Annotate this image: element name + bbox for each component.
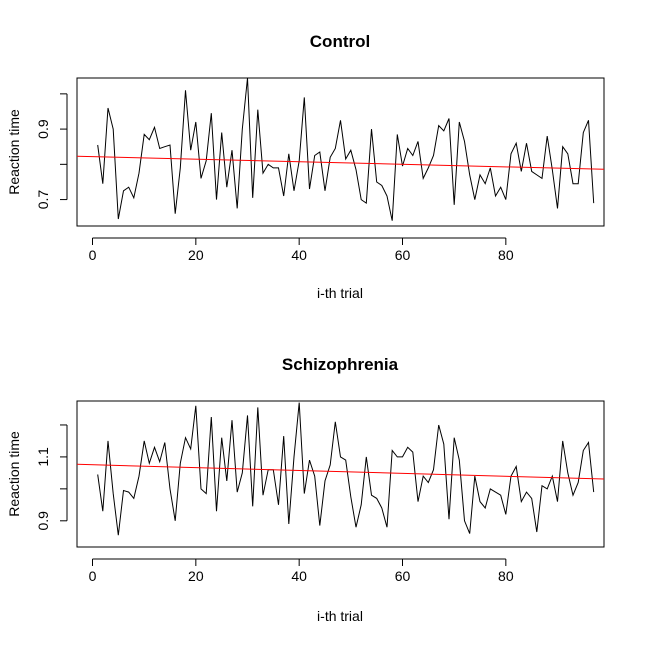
y-axis-label: Reaction time [6, 431, 22, 517]
control-panel: Control 0 20 40 60 80 0.7 0.9 i-th trial Reac… [6, 32, 605, 301]
y-axis: 0.9 1.1 [35, 424, 68, 531]
y-tick-label: 0.9 [35, 511, 51, 531]
x-tick-label: 60 [395, 568, 411, 584]
x-tick-label: 80 [498, 568, 514, 584]
x-axis-label: i-th trial [317, 285, 363, 301]
trend-line [76, 463, 605, 480]
schizophrenia-panel: Schizophrenia 0 20 40 60 80 0.9 1.1 i-th tria… [6, 355, 605, 624]
x-tick-label: 20 [188, 247, 204, 263]
plot-frame [76, 77, 605, 227]
series-group [76, 402, 605, 536]
x-tick-label: 20 [188, 568, 204, 584]
reaction-time-line [97, 402, 595, 536]
reaction-time-line [97, 77, 595, 221]
trend-line [76, 155, 605, 170]
x-tick-label: 40 [291, 568, 307, 584]
x-tick-label: 40 [291, 247, 307, 263]
x-tick-label: 60 [395, 247, 411, 263]
y-tick-label: 0.9 [35, 119, 51, 139]
y-tick-label: 1.1 [35, 447, 51, 467]
chart-title: Control [310, 32, 370, 51]
plot-frame [76, 400, 605, 548]
x-tick-label: 80 [498, 247, 514, 263]
y-tick-label: 0.7 [35, 190, 51, 210]
series-group [76, 77, 605, 221]
x-axis: 0 20 40 60 80 [89, 558, 514, 584]
x-tick-label: 0 [89, 247, 97, 263]
x-tick-label: 0 [89, 568, 97, 584]
x-axis: 0 20 40 60 80 [89, 237, 514, 263]
y-axis: 0.7 0.9 [35, 93, 68, 210]
y-axis-label: Reaction time [6, 109, 22, 195]
x-axis-label: i-th trial [317, 608, 363, 624]
chart-title: Schizophrenia [282, 355, 399, 374]
